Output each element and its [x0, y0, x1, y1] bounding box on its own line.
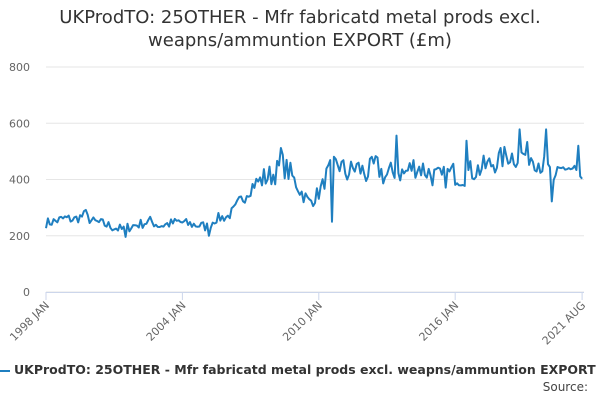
- series-line: [45, 128, 583, 238]
- x-tick-label: 2021 AUG: [540, 299, 589, 348]
- legend-label: UKProdTO: 25OTHER - Mfr fabricatd metal …: [14, 362, 600, 377]
- x-tick-label: 2016 JAN: [417, 299, 462, 344]
- x-tick-label: 2010 JAN: [280, 299, 325, 344]
- x-axis: 1998 JAN 2004 JAN 2010 JAN 2016 JAN 2021 AUG: [7, 292, 588, 347]
- source-label: Source:: [542, 380, 588, 394]
- x-tick-label: 1998 JAN: [7, 299, 52, 344]
- series-layer: [45, 128, 583, 238]
- y-tick-label: 600: [9, 117, 30, 130]
- grid: [46, 66, 584, 293]
- legend[interactable]: UKProdTO: 25OTHER - Mfr fabricatd metal …: [0, 362, 600, 377]
- y-axis: 0 200 400 600 800: [9, 61, 30, 299]
- y-tick-label: 0: [23, 286, 30, 299]
- y-tick-label: 400: [9, 174, 30, 187]
- x-tick-label: 2004 JAN: [144, 299, 189, 344]
- legend-swatch-icon: [0, 369, 10, 372]
- y-tick-label: 200: [9, 230, 30, 243]
- chart-title: UKProdTO: 25OTHER - Mfr fabricatd metal …: [59, 7, 541, 51]
- y-tick-label: 800: [9, 61, 30, 74]
